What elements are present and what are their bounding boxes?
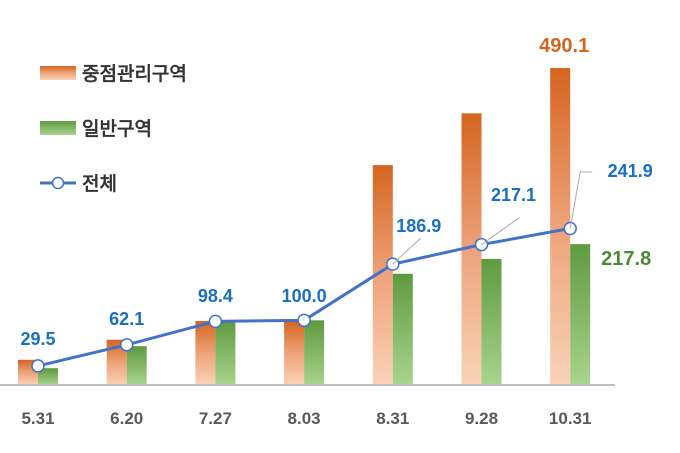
x-tick-label: 8.03 <box>288 409 321 428</box>
x-tick-label: 6.20 <box>110 409 143 428</box>
bar-green <box>126 346 147 385</box>
legend-label-orange: 중점관리구역 <box>82 63 187 85</box>
bar-orange <box>106 339 127 385</box>
bar-data-label-green: 217.8 <box>601 248 651 270</box>
bar-orange <box>195 320 216 385</box>
leader-line <box>569 171 593 229</box>
x-tick-label: 8.31 <box>376 409 409 428</box>
legend-swatch-green <box>40 121 76 135</box>
bar-green <box>570 244 591 385</box>
bar-green <box>215 320 236 385</box>
line-data-label: 186.9 <box>396 216 441 236</box>
bar-orange <box>550 68 571 385</box>
line-data-label: 100.0 <box>282 286 327 306</box>
leader-line <box>392 237 422 265</box>
legend-label-line: 전체 <box>82 173 117 195</box>
legend-label-green: 일반구역 <box>82 118 152 140</box>
bar-green <box>304 320 325 385</box>
line-point <box>119 338 134 352</box>
legend-swatch-orange <box>40 66 76 80</box>
bar-green <box>481 258 502 385</box>
bar-orange <box>372 165 393 385</box>
line-data-label: 62.1 <box>109 309 144 329</box>
bar-data-label-orange: 490.1 <box>539 35 589 57</box>
x-tick-label: 5.31 <box>21 409 54 428</box>
bar-green <box>392 273 413 385</box>
line-data-label: 98.4 <box>198 286 233 306</box>
bar-orange <box>284 320 305 385</box>
line-data-label: 29.5 <box>20 329 55 349</box>
line-point <box>208 314 223 329</box>
line-point <box>31 359 45 373</box>
line-point <box>297 313 311 328</box>
x-tick-label: 7.27 <box>199 409 232 428</box>
line-data-label: 241.9 <box>608 161 653 181</box>
x-tick-label: 10.31 <box>549 409 592 428</box>
bar-green <box>38 368 58 385</box>
leader-line <box>481 217 520 245</box>
line-data-label: 217.1 <box>491 185 536 205</box>
bar-orange <box>461 113 482 385</box>
legend-marker <box>51 176 65 190</box>
x-tick-label: 9.28 <box>465 409 498 428</box>
legend: 중점관리구역 일반구역 전체 <box>40 63 187 195</box>
